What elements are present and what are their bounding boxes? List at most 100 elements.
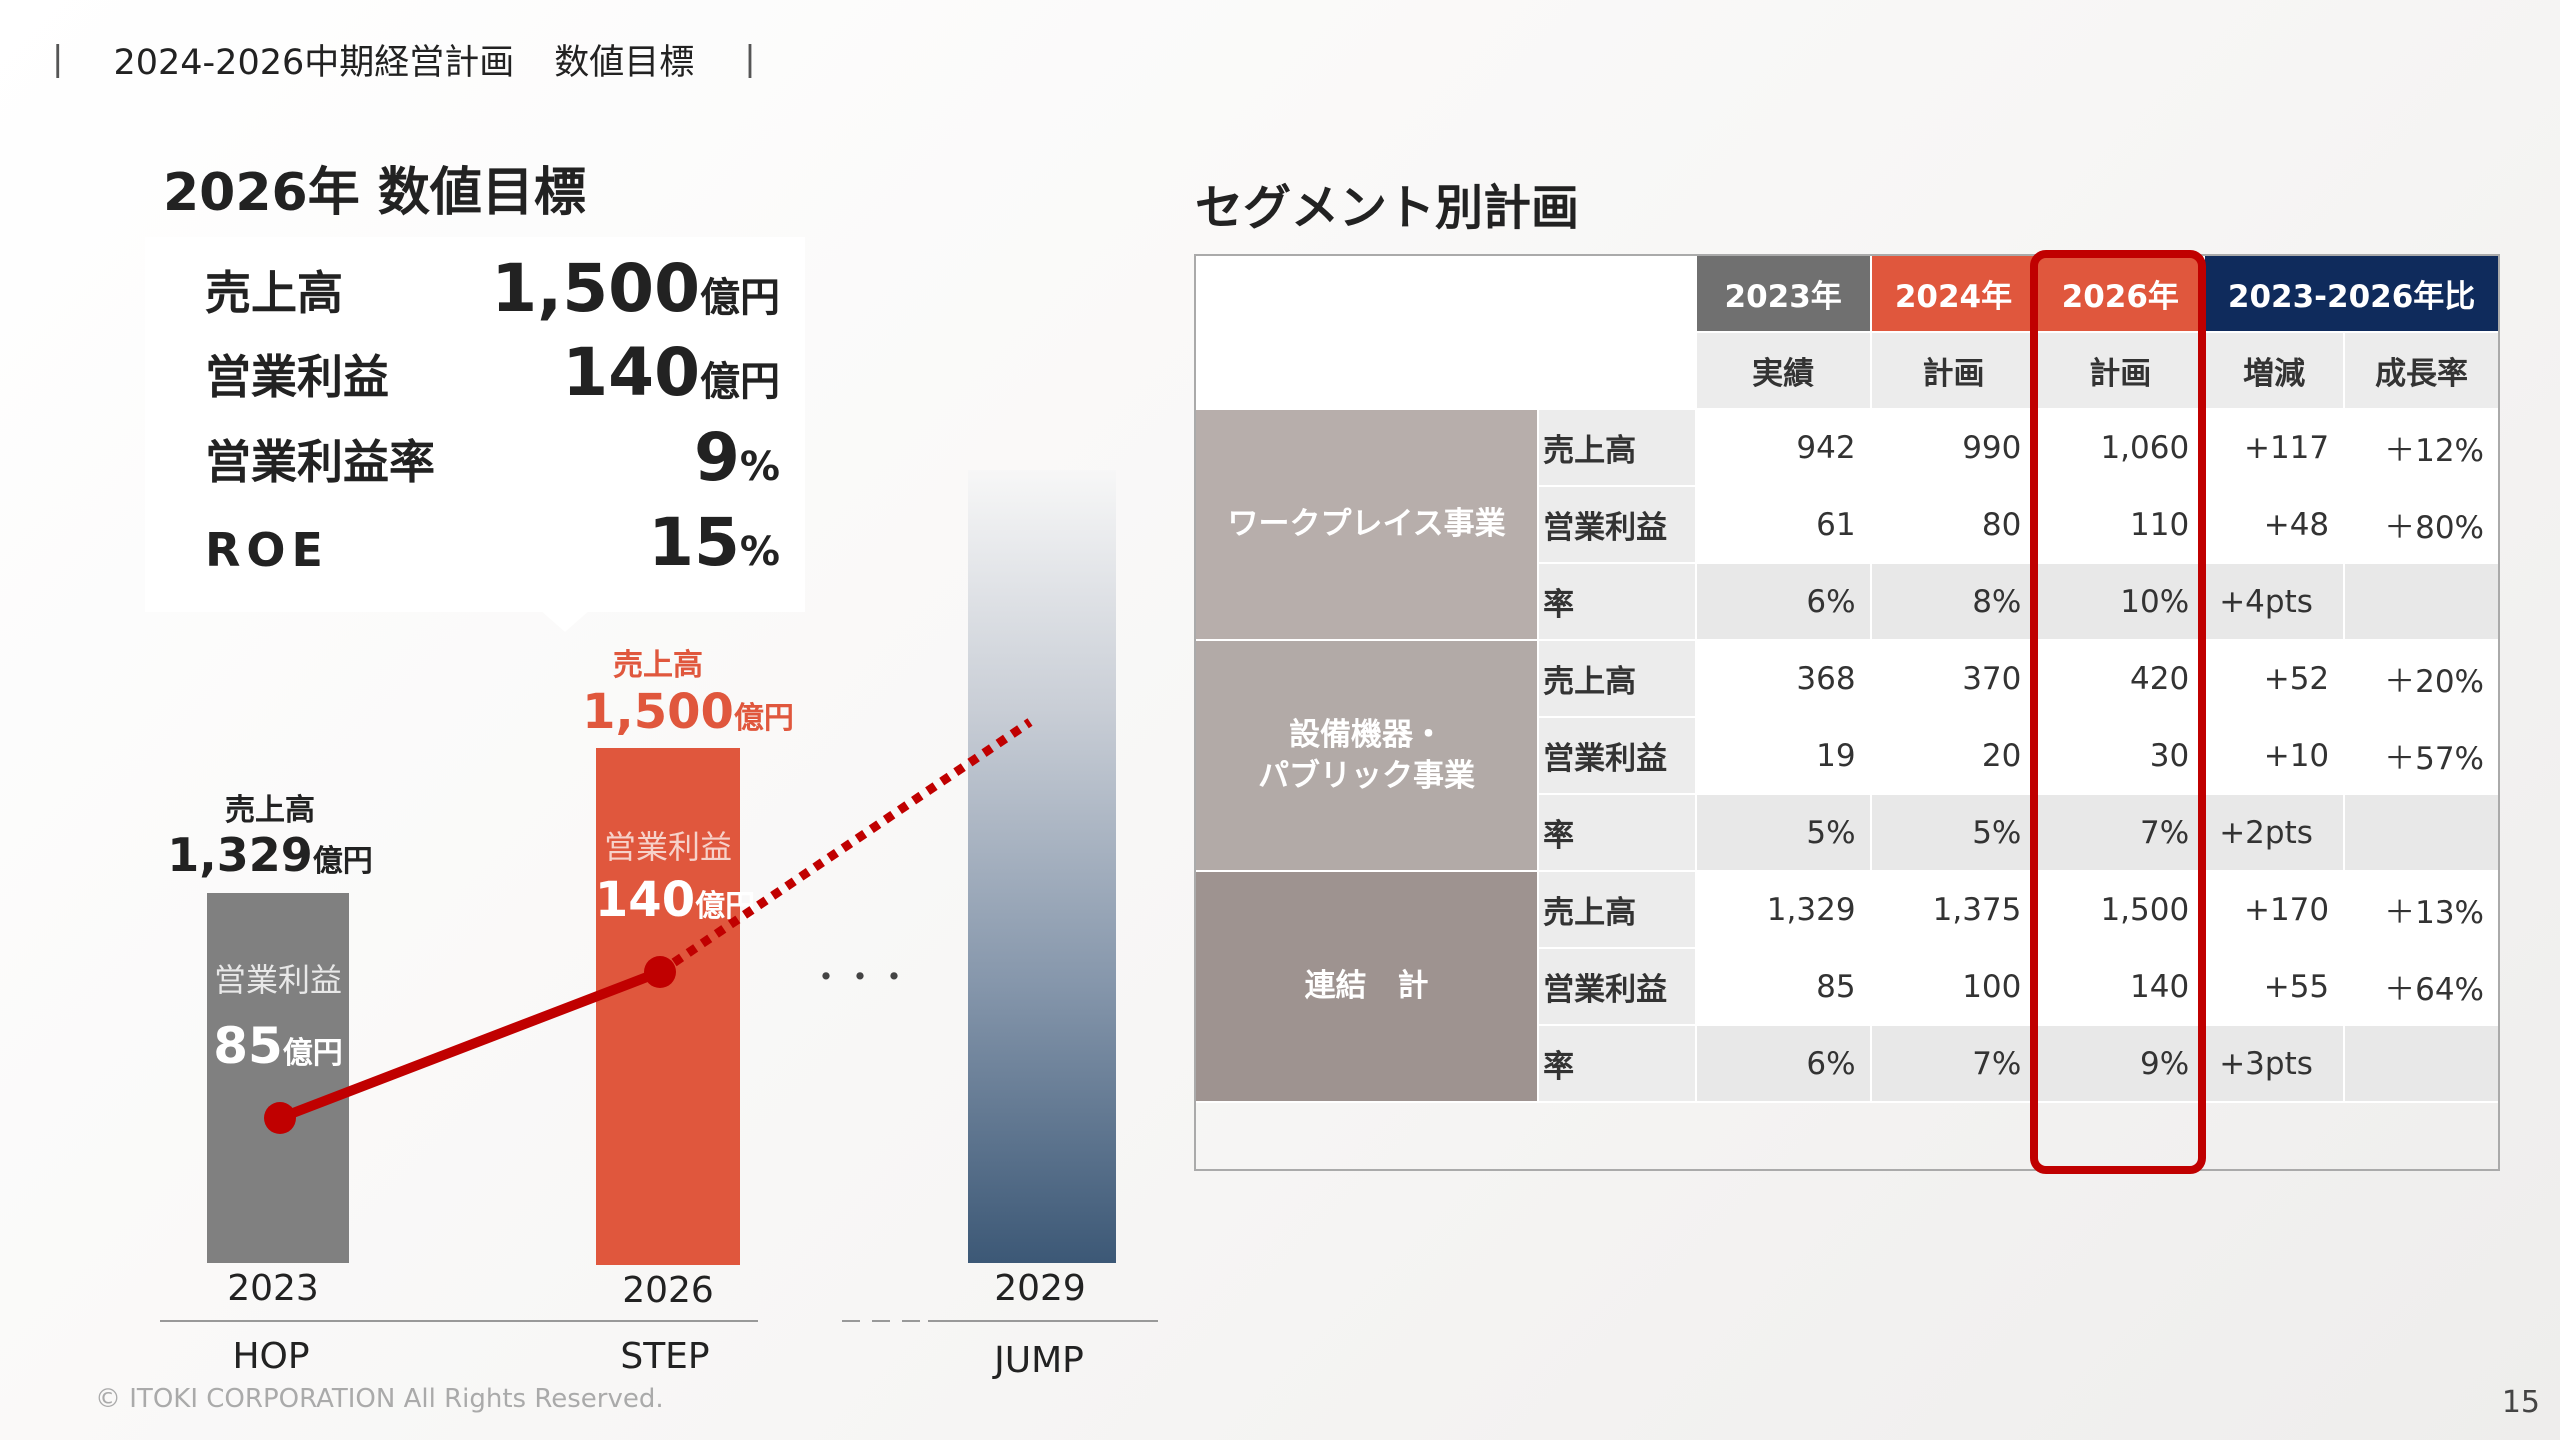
table-row: 率 6% 7% 9% +3pts	[1195, 1024, 2500, 1103]
cell-diff: +10	[2203, 716, 2346, 795]
segment-consolidated: 連結 計	[1193, 870, 1540, 1103]
cell-2026: 30	[2035, 716, 2206, 795]
table-row: 率 6% 8% 10% +4pts	[1195, 562, 2500, 641]
header-title-left: 2024-2026中期経営計画	[113, 42, 515, 83]
row-item: 率	[1537, 793, 1697, 872]
header-title-right: 数値目標	[554, 42, 695, 83]
cell-diff: +55	[2203, 947, 2346, 1026]
bar-2029	[968, 470, 1116, 1263]
row-item: 売上高	[1537, 408, 1697, 487]
cell-2026: 7%	[2035, 793, 2206, 872]
segment-workplace: ワークプレイス事業	[1193, 408, 1540, 641]
callout-value: 140億円	[562, 334, 780, 411]
header-2024: 2024年	[1869, 254, 2038, 333]
cell-growth: ＋20%	[2343, 639, 2500, 718]
cell-2024: 990	[1869, 408, 2038, 487]
table-row: 営業利益 19 20 30 +10 ＋57%	[1195, 716, 2500, 795]
bar-2026-op-label: 営業利益	[603, 828, 732, 866]
segment-equipment-public: 設備機器・ パブリック事業	[1193, 639, 1540, 872]
target-callout: 売上高 1,500億円 営業利益 140億円 営業利益率 9% ROE 15%	[145, 237, 805, 612]
cell-2026: 1,500	[2035, 870, 2206, 949]
table-row: 設備機器・ パブリック事業 売上高 368 370 420 +52 ＋20%	[1193, 639, 2500, 872]
cell-2026: 10%	[2035, 562, 2206, 641]
cell-2024: 8%	[1869, 562, 2038, 641]
header-2023: 2023年	[1694, 254, 1872, 333]
row-item: 売上高	[1537, 870, 1697, 949]
cell-2024: 370	[1869, 639, 2038, 718]
cell-growth: ＋13%	[2343, 870, 2500, 949]
cell-2023: 85	[1694, 947, 1872, 1026]
callout-value: 1,500億円	[491, 250, 780, 327]
cell-2023: 368	[1694, 639, 1872, 718]
table-row: 営業利益 61 80 110 +48 ＋80%	[1195, 485, 2500, 564]
page-number: 15	[2501, 1385, 2540, 1420]
callout-row-margin: 営業利益率 9%	[205, 419, 780, 502]
phase-step: STEP	[620, 1336, 710, 1377]
header-2026: 2026年	[2035, 254, 2206, 333]
row-item: 売上高	[1537, 639, 1697, 718]
bar-2023-op-value: 85億円	[213, 1017, 343, 1075]
table-row: 連結 計 売上高 1,329 1,375 1,500 +170 ＋13%	[1193, 870, 2500, 1103]
bar-2023-sales-label: 売上高	[225, 793, 315, 828]
cell-2023: 5%	[1694, 793, 1872, 872]
cell-2024: 80	[1869, 485, 2038, 564]
cell-2026: 9%	[2035, 1024, 2206, 1103]
bar-2023-op-label: 営業利益	[213, 961, 342, 999]
cell-2023: 1,329	[1694, 870, 1872, 949]
cell-2026: 420	[2035, 639, 2206, 718]
callout-label: ROE	[205, 523, 329, 577]
cell-2024: 7%	[1869, 1024, 2038, 1103]
subheader-plan-2024: 計画	[1869, 331, 2038, 410]
year-label-2029: 2029	[994, 1268, 1086, 1309]
slide-header: | 2024-2026中期経営計画 数値目標 |	[52, 34, 756, 84]
cell-2023: 61	[1694, 485, 1872, 564]
cell-2026: 140	[2035, 947, 2206, 1026]
header-compare: 2023-2026年比	[2203, 254, 2500, 333]
cell-2024: 100	[1869, 947, 2038, 1026]
row-item: 率	[1537, 1024, 1697, 1103]
trend-point-2026	[644, 956, 676, 988]
cell-diff: +170	[2203, 870, 2346, 949]
cell-growth	[2343, 562, 2500, 641]
table-corner	[1195, 255, 1696, 409]
trend-solid-segment	[278, 967, 662, 1123]
table-header-row: 2023年 2024年 2026年 2023-2026年比	[1195, 254, 2500, 409]
cell-diff: +4pts	[2203, 562, 2346, 641]
bar-2023-sales-value: 1,329億円	[167, 828, 373, 882]
header-divider-right: |	[744, 39, 756, 79]
trend-dotted-segment	[657, 718, 1033, 976]
table-row: 率 5% 5% 7% +2pts	[1195, 793, 2500, 872]
cell-diff: +2pts	[2203, 793, 2346, 872]
left-title: 2026年 数値目標	[163, 163, 586, 223]
trend-point-2023	[264, 1102, 296, 1134]
axis-line-left	[160, 1320, 758, 1322]
phase-hop: HOP	[232, 1336, 310, 1377]
segment-title: セグメント別計画	[1195, 180, 1580, 236]
cell-growth: ＋57%	[2343, 716, 2500, 795]
table-subheader-row: 実績 計画 計画 増減 成長率	[1195, 331, 2500, 410]
cell-2026: 110	[2035, 485, 2206, 564]
year-label-2023: 2023	[227, 1268, 319, 1309]
table-row: 営業利益 85 100 140 +55 ＋64%	[1195, 947, 2500, 1026]
row-item: 営業利益	[1537, 947, 1697, 1026]
bar-2026-op-value: 140億円	[594, 872, 756, 928]
cell-growth: ＋80%	[2343, 485, 2500, 564]
segment-table: 2023年 2024年 2026年 2023-2026年比 実績 計画 計画 増…	[1193, 254, 2500, 1103]
header-divider-left: |	[52, 39, 64, 79]
cell-2026: 1,060	[2035, 408, 2206, 487]
ellipsis: ・・・	[809, 958, 911, 998]
axis-line-right	[928, 1320, 1158, 1322]
cell-growth	[2343, 1024, 2500, 1103]
cell-2023: 6%	[1694, 562, 1872, 641]
phase-jump: JUMP	[994, 1340, 1084, 1381]
cell-growth	[2343, 793, 2500, 872]
callout-row-roe: ROE 15%	[205, 504, 780, 587]
cell-2023: 6%	[1694, 1024, 1872, 1103]
cell-2024: 5%	[1869, 793, 2038, 872]
bar-2026-sales-label: 売上高	[613, 648, 703, 683]
copyright: © ITOKI CORPORATION All Rights Reserved.	[95, 1384, 664, 1414]
subheader-diff: 増減	[2203, 331, 2346, 410]
callout-value: 9%	[693, 419, 780, 496]
callout-value: 15%	[648, 504, 780, 581]
row-item: 営業利益	[1537, 716, 1697, 795]
